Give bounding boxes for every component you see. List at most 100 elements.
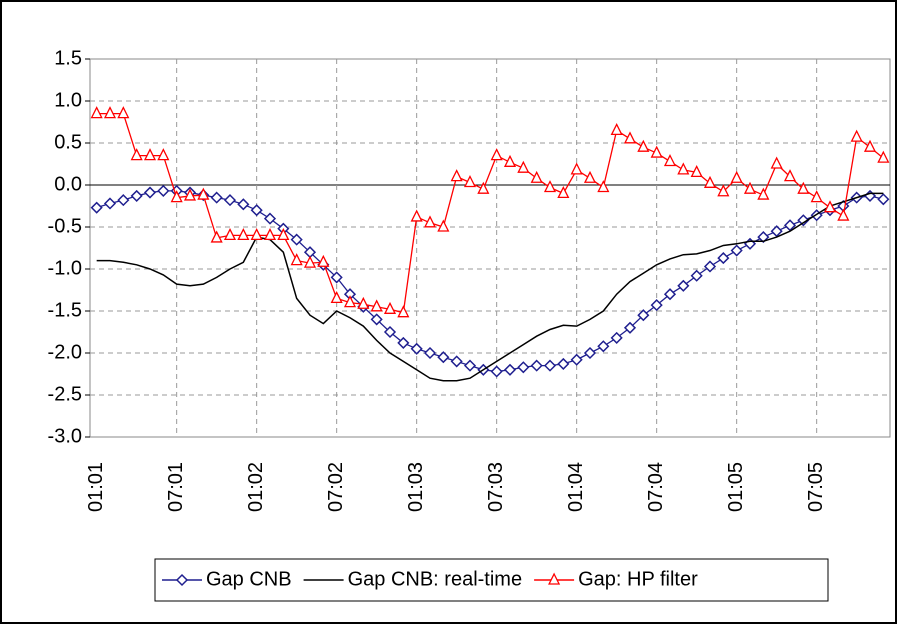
diamond-marker (703, 260, 717, 273)
diamond-marker (210, 191, 223, 204)
diamond-marker (263, 212, 277, 225)
diamond-marker (597, 340, 610, 353)
triangle-marker (530, 170, 543, 183)
y-tick-label: 0.0 (54, 173, 82, 195)
triangle-marker (637, 139, 650, 152)
triangle-marker (690, 164, 703, 178)
plot-area (89, 58, 891, 438)
triangle-marker (583, 170, 597, 183)
x-tick-label: 07:04 (645, 462, 667, 512)
triangle-marker (170, 190, 183, 203)
triangle-marker (250, 227, 263, 241)
triangle-marker (597, 180, 610, 193)
triangle-marker (743, 181, 757, 194)
triangle-marker (810, 190, 823, 203)
diamond-marker (717, 252, 730, 265)
triangle-marker (237, 227, 250, 241)
diamond-marker (130, 189, 143, 202)
diamond-marker (637, 309, 650, 322)
triangle-marker (223, 227, 237, 241)
diamond-marker (103, 197, 117, 210)
triangle-marker (197, 187, 210, 200)
triangle-marker (557, 185, 570, 199)
triangle-marker (370, 299, 383, 312)
diamond-marker (610, 331, 623, 344)
diamond-marker (490, 365, 503, 378)
x-tick-label: 07:02 (325, 462, 347, 512)
triangle-marker (610, 122, 623, 136)
legend-label: Gap CNB: real-time (348, 568, 523, 590)
diamond-marker (570, 353, 583, 366)
triangle-marker (343, 295, 357, 308)
diamond-marker (503, 363, 517, 376)
diamond-marker (623, 321, 637, 334)
triangle-marker (543, 180, 557, 193)
triangle-marker (490, 148, 503, 161)
diamond-marker (517, 361, 530, 374)
triangle-marker (383, 301, 397, 314)
x-tick-label: 07:05 (805, 462, 827, 512)
y-tick-label: 0.5 (54, 131, 82, 153)
triangle-marker (183, 188, 197, 201)
series-line (96, 192, 884, 382)
x-tick-label: 01:02 (245, 462, 267, 512)
diamond-marker (290, 233, 303, 246)
triangle-marker (663, 154, 677, 167)
triangle-marker (103, 106, 117, 119)
diamond-marker (223, 194, 237, 207)
diamond-marker (410, 342, 423, 355)
triangle-marker (477, 181, 490, 194)
triangle-marker (263, 227, 277, 241)
legend-marker (175, 573, 189, 587)
diamond-marker (330, 271, 343, 284)
triangle-marker (157, 148, 170, 161)
triangle-marker (850, 129, 863, 142)
diamond-marker (690, 269, 703, 282)
diamond-marker (250, 204, 263, 217)
triangle-marker (357, 296, 370, 309)
x-tick-label: 01:03 (405, 462, 427, 512)
y-tick-label: 1.5 (54, 47, 82, 69)
diamond-marker (757, 231, 770, 244)
x-tick-label: 01:01 (85, 462, 107, 512)
diamond-marker (157, 184, 170, 197)
triangle-marker (717, 184, 730, 197)
y-tick-label: 1.0 (54, 89, 82, 111)
diamond-marker (543, 359, 557, 372)
triangle-marker (877, 150, 890, 163)
diamond-marker (370, 313, 383, 326)
triangle-marker (90, 106, 103, 119)
triangle-marker (863, 139, 877, 152)
diamond-marker (90, 201, 103, 214)
triangle-marker (677, 162, 690, 175)
diamond-marker (383, 325, 397, 339)
triangle-marker (330, 290, 343, 304)
x-tick-label: 07:03 (485, 462, 507, 512)
legend-box (154, 558, 829, 602)
triangle-marker (303, 255, 317, 268)
diamond-marker (237, 198, 250, 211)
diamond-marker (437, 351, 450, 364)
diamond-marker (583, 346, 597, 360)
diamond-marker (877, 193, 890, 206)
y-tick-label: -2.0 (48, 341, 82, 363)
triangle-marker (437, 219, 450, 232)
diamond-marker (650, 299, 663, 312)
triangle-marker (623, 131, 637, 144)
triangle-marker (143, 148, 157, 161)
y-tick-label: -1.0 (48, 257, 82, 279)
y-tick-label: -0.5 (48, 215, 82, 237)
triangle-marker (730, 170, 743, 183)
triangle-marker (503, 154, 517, 167)
diamond-marker (463, 359, 477, 372)
triangle-marker (823, 200, 837, 213)
diamond-marker (423, 346, 437, 360)
triangle-marker (317, 254, 330, 267)
diamond-marker (730, 244, 743, 257)
diamond-marker (677, 279, 690, 292)
triangle-marker (650, 145, 663, 158)
triangle-marker (703, 175, 717, 188)
triangle-marker (117, 106, 130, 119)
